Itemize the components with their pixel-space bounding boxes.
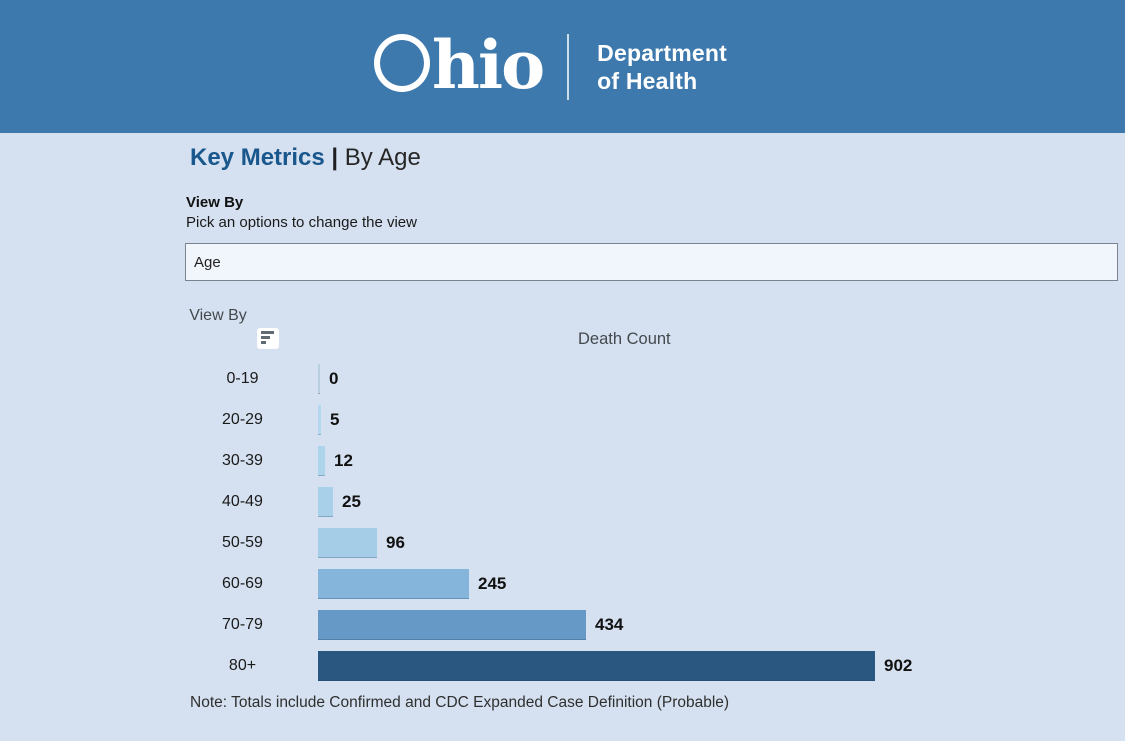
bar[interactable]	[318, 568, 469, 599]
chart-row: 40-49 25	[185, 481, 1115, 522]
bar-value-label: 434	[595, 614, 624, 634]
view-by-dropdown[interactable]: Age	[185, 243, 1118, 281]
age-label: 40-49	[222, 492, 263, 510]
page-title-primary: Key Metrics	[190, 144, 325, 171]
bar[interactable]	[318, 404, 321, 435]
page-title: Key Metrics | By Age	[190, 144, 421, 172]
chart-row: 20-29 5	[185, 399, 1115, 440]
chart-row: 80+ 902	[185, 645, 1115, 686]
bar-value-label: 96	[386, 532, 405, 552]
chart-row: 50-59 96	[185, 522, 1115, 563]
bar[interactable]	[318, 650, 875, 681]
bar[interactable]	[318, 363, 320, 394]
bar[interactable]	[318, 445, 325, 476]
chart-row: 0-19 0	[185, 358, 1115, 399]
app-header: hio Department of Health	[0, 0, 1125, 133]
view-by-hint: Pick an options to change the view	[186, 214, 417, 231]
ohio-logo-o-icon	[374, 33, 431, 92]
bar-value-label: 12	[334, 450, 353, 470]
bar[interactable]	[318, 486, 333, 517]
bar-value-label: 5	[330, 409, 340, 429]
view-by-label: View By	[186, 194, 244, 211]
age-label: 60-69	[222, 574, 263, 592]
bar-value-label: 902	[884, 655, 913, 675]
age-label: 70-79	[222, 615, 263, 633]
age-label: 20-29	[222, 410, 263, 428]
logo-divider	[567, 33, 570, 100]
ohio-doh-logo: hio Department of Health	[374, 25, 727, 104]
bar[interactable]	[318, 609, 586, 640]
page-title-separator: |	[331, 144, 339, 171]
chart-row: 60-69 245	[185, 563, 1115, 604]
view-by-selected-value: Age	[194, 253, 221, 271]
age-label: 50-59	[222, 533, 263, 551]
bar-value-label: 0	[329, 368, 339, 388]
age-label: 0-19	[226, 369, 259, 387]
bar[interactable]	[318, 527, 377, 558]
department-of-health-label: Department of Health	[597, 39, 727, 95]
dept-line2: of Health	[597, 67, 698, 94]
chart-value-header: Death Count	[578, 330, 671, 348]
page-title-secondary: By Age	[344, 144, 421, 171]
chart-rows: 0-19 0 20-29 5 30-39 12 40-49 25 50-59 96 60-69 245…	[185, 358, 1115, 686]
chart-row: 70-79 434	[185, 604, 1115, 645]
bar-value-label: 245	[478, 573, 507, 593]
age-label: 30-39	[222, 451, 263, 469]
age-label: 80+	[228, 656, 257, 674]
dept-line1: Department	[597, 39, 727, 66]
bar-value-label: 25	[342, 491, 361, 511]
sort-descending-icon[interactable]	[257, 328, 279, 349]
chart-column-header: View By	[189, 307, 247, 324]
chart-note: Note: Totals include Confirmed and CDC E…	[190, 694, 730, 711]
chart-row: 30-39 12	[185, 440, 1115, 481]
ohio-logo-text: hio	[432, 25, 545, 104]
